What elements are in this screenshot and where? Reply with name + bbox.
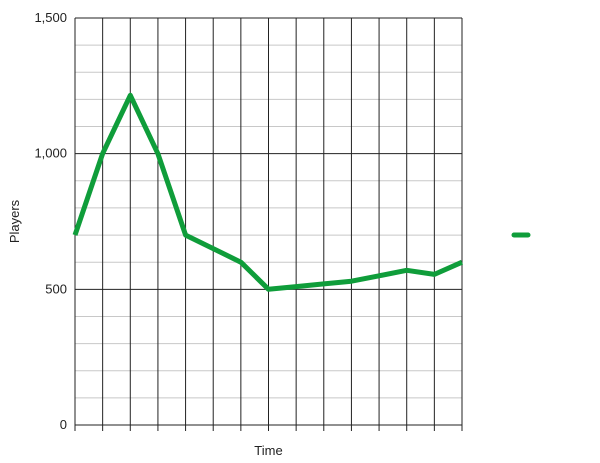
y-axis-tick-labels: 0 500 1,000 1,500 [34, 10, 67, 432]
y-tick-label: 1,000 [34, 146, 67, 161]
series-line [72, 92, 464, 292]
major-gridlines [74, 17, 463, 426]
x-axis-ticks [74, 425, 463, 431]
y-tick-label: 0 [60, 417, 67, 432]
x-axis-title: Time [254, 443, 282, 458]
y-tick-label: 500 [45, 281, 67, 296]
series-lines [72, 92, 464, 292]
y-tick-label: 1,500 [34, 10, 67, 25]
y-axis-title: Players [7, 199, 22, 243]
